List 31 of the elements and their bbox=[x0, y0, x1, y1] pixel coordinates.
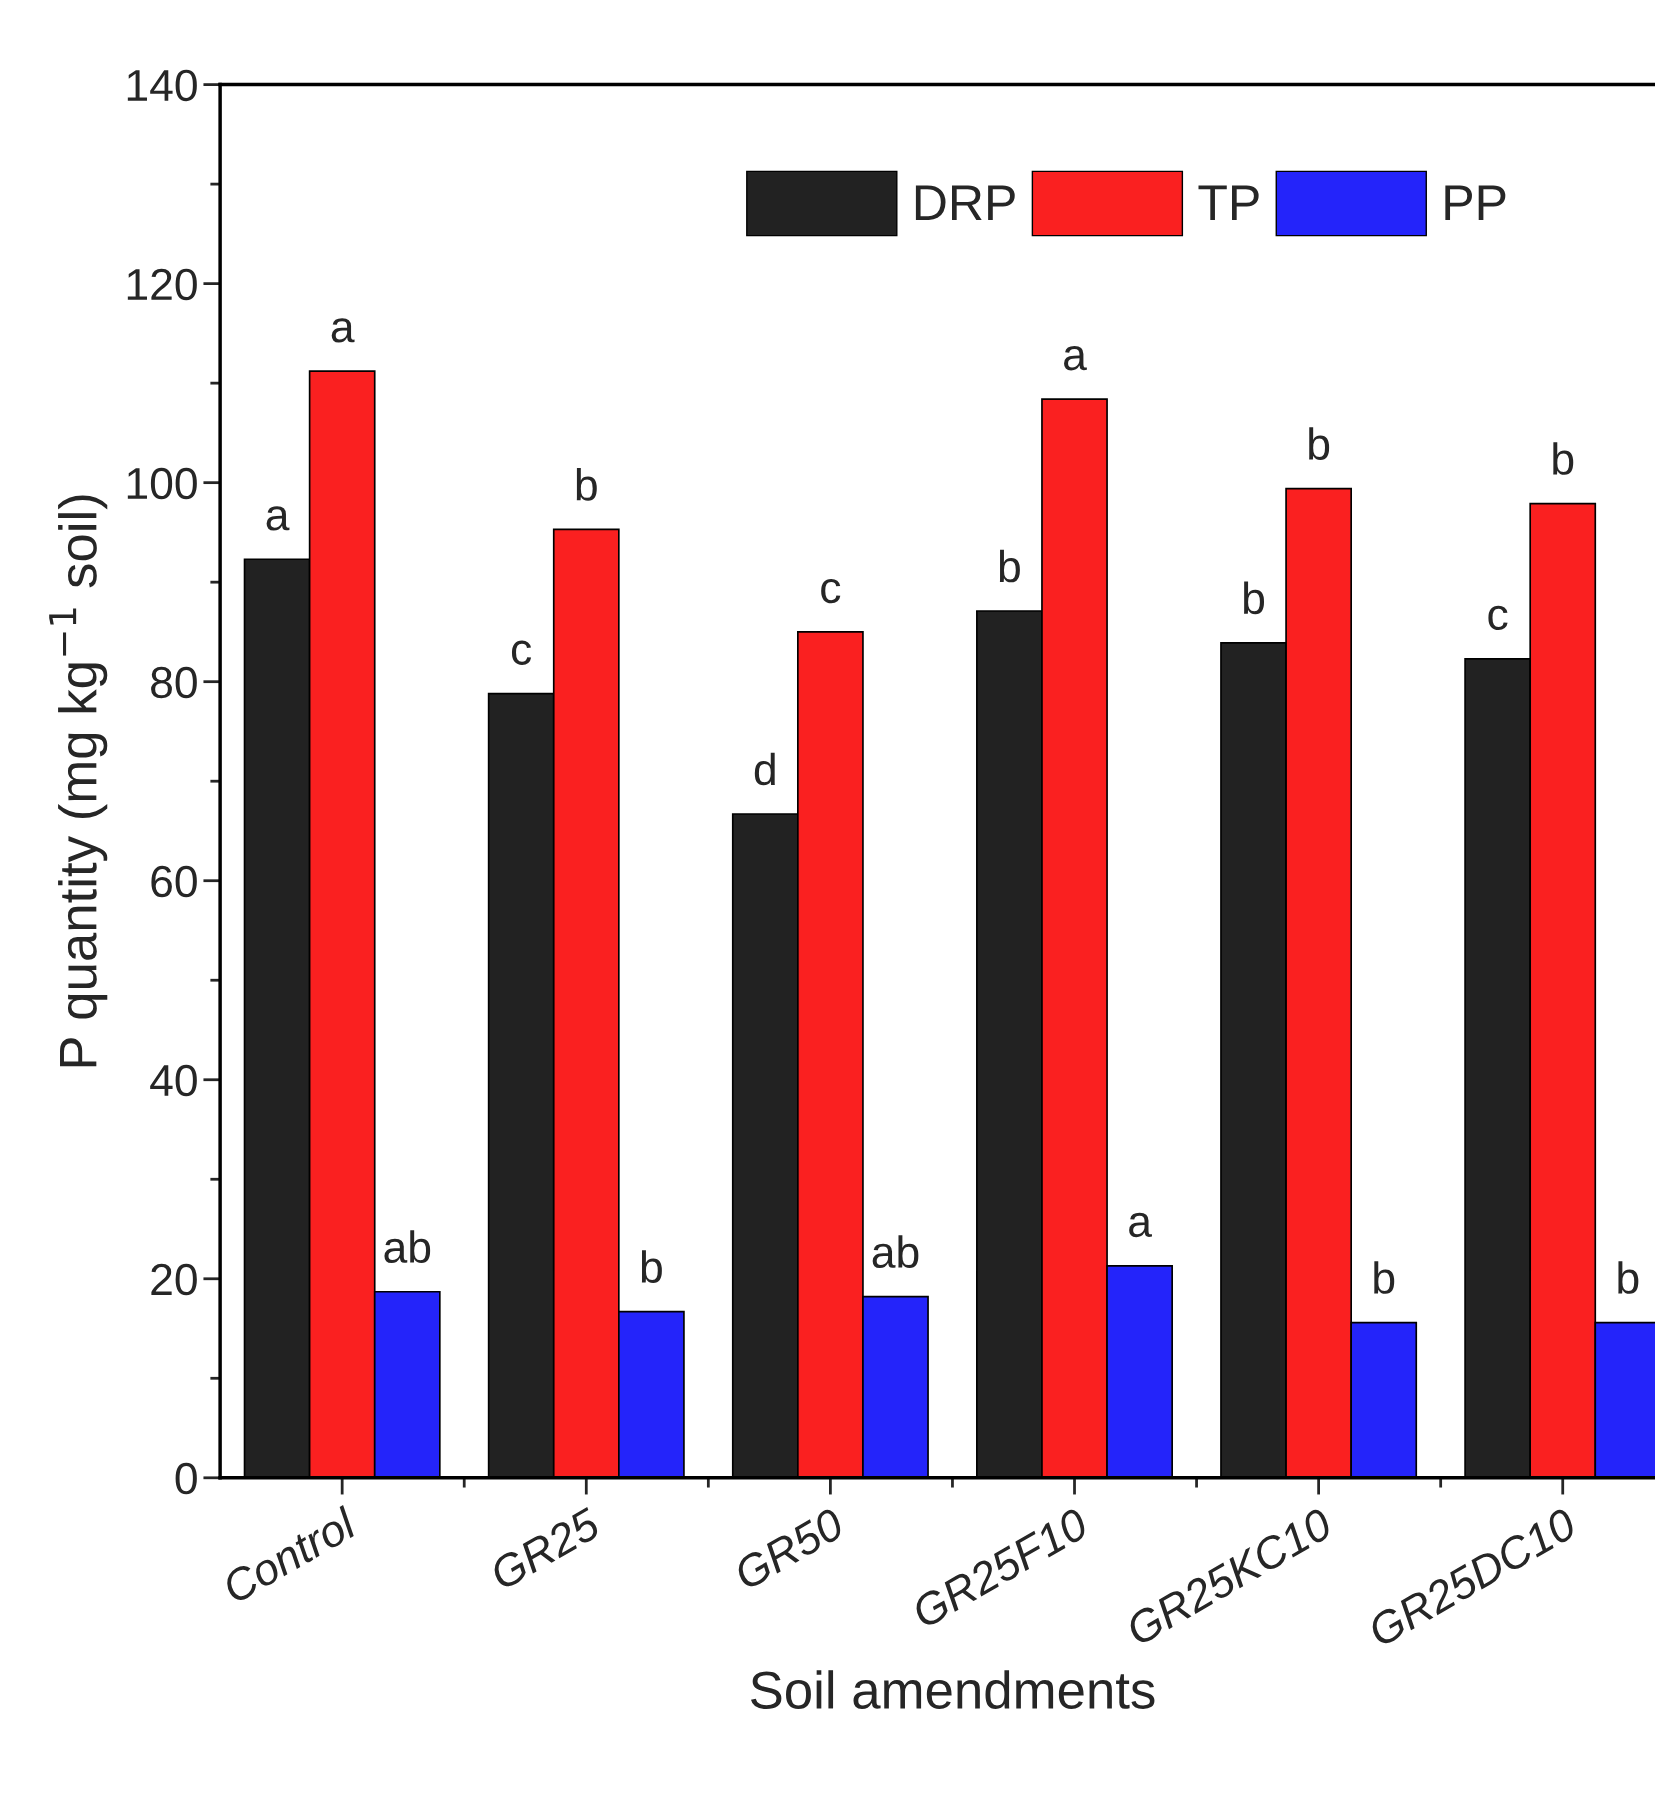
y-tick-label: 100 bbox=[127, 467, 197, 500]
annotation: a bbox=[331, 318, 355, 343]
legend-label: DRP bbox=[915, 185, 1015, 220]
annotation: b bbox=[576, 468, 597, 501]
y-tick-label: 140 bbox=[127, 69, 197, 102]
annotation: c bbox=[1488, 605, 1508, 631]
annotation: ab bbox=[384, 1230, 431, 1264]
annotation: ab bbox=[872, 1235, 919, 1268]
annotation: b bbox=[1309, 427, 1330, 460]
y-axis-title: P quantity (mg kg$^{−1}$ soil) bbox=[49, 495, 108, 1067]
legend-label: PP bbox=[1445, 185, 1506, 220]
annotation: a bbox=[1129, 1212, 1152, 1238]
y-tick-label: 80 bbox=[151, 666, 197, 699]
x-axis-title: Soil amendments bbox=[750, 1670, 1155, 1709]
annotation: b bbox=[1553, 442, 1574, 475]
y-tick-label: 40 bbox=[150, 1064, 197, 1097]
y-tick-label: 0 bbox=[175, 1462, 197, 1495]
annotation: c bbox=[821, 578, 841, 604]
annotation: d bbox=[754, 752, 775, 786]
annotation: b bbox=[1618, 1261, 1639, 1294]
annotation: b bbox=[641, 1250, 662, 1283]
y-tick-label: 60 bbox=[151, 865, 197, 898]
y-tick-label: 120 bbox=[127, 268, 197, 301]
annotation: b bbox=[1374, 1261, 1395, 1294]
annotation: b bbox=[999, 549, 1020, 583]
annotation: a bbox=[266, 506, 290, 531]
annotation: c bbox=[511, 640, 532, 665]
y-tick-label: 20 bbox=[151, 1263, 197, 1296]
annotation: a bbox=[1064, 346, 1087, 371]
annotation: b bbox=[1244, 581, 1265, 615]
legend-label: TP bbox=[1198, 185, 1259, 220]
